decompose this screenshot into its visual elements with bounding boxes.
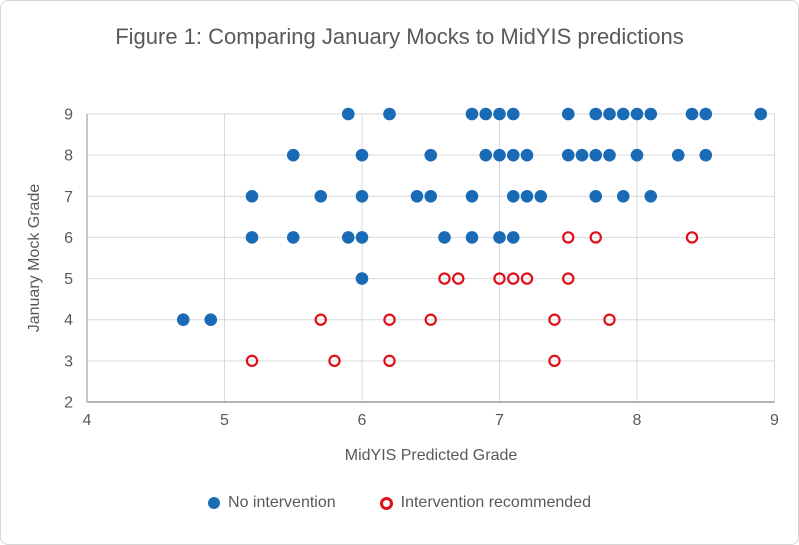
- data-point-intervention-recommended: [589, 231, 602, 244]
- data-point-no-intervention: [506, 148, 520, 162]
- open-circle-icon: [379, 496, 393, 510]
- data-point-no-intervention: [603, 148, 616, 162]
- x-tick-label: 7: [495, 412, 504, 429]
- y-tick-label: 2: [64, 395, 73, 412]
- y-tick-label: 6: [64, 230, 73, 247]
- legend: No intervention Intervention recommended: [1, 494, 798, 512]
- data-point-intervention-recommended: [328, 354, 341, 368]
- x-tick-label: 4: [83, 412, 92, 429]
- data-point-no-intervention: [754, 107, 768, 121]
- y-tick-label: 8: [64, 148, 73, 165]
- data-point-no-intervention: [644, 107, 658, 121]
- data-point-no-intervention: [438, 231, 451, 244]
- data-point-intervention-recommended: [603, 313, 616, 326]
- data-point-no-intervention: [630, 107, 644, 121]
- data-point-no-intervention: [204, 313, 218, 327]
- data-point-no-intervention: [245, 189, 259, 203]
- data-point-intervention-recommended: [520, 272, 534, 285]
- data-point-no-intervention: [561, 148, 575, 162]
- data-point-no-intervention: [493, 231, 506, 244]
- data-point-no-intervention: [616, 189, 630, 203]
- data-point-no-intervention: [424, 148, 438, 162]
- data-point-no-intervention: [493, 107, 506, 121]
- data-point-no-intervention: [176, 313, 190, 327]
- data-point-intervention-recommended: [685, 231, 699, 244]
- chart-title: Figure 1: Comparing January Mocks to Mid…: [115, 24, 684, 49]
- data-point-no-intervention: [699, 148, 713, 162]
- data-point-intervention-recommended: [383, 354, 396, 368]
- legend-item-intervention-recommended: Intervention recommended: [379, 494, 591, 512]
- data-point-intervention-recommended: [562, 231, 575, 244]
- y-tick-label: 4: [64, 312, 73, 329]
- data-point-no-intervention: [424, 189, 438, 203]
- x-tick-label: 6: [358, 412, 367, 429]
- data-point-no-intervention: [685, 107, 699, 121]
- legend-label-no-intervention: No intervention: [228, 494, 336, 511]
- data-point-no-intervention: [410, 189, 424, 203]
- y-tick-label: 9: [64, 107, 73, 124]
- data-point-intervention-recommended: [245, 354, 259, 368]
- x-tick-label: 5: [220, 412, 229, 429]
- data-point-intervention-recommended: [562, 272, 575, 285]
- data-point-no-intervention: [699, 107, 713, 121]
- x-tick-label: 9: [770, 412, 779, 429]
- data-point-intervention-recommended: [438, 272, 451, 285]
- data-point-no-intervention: [465, 231, 479, 244]
- data-point-intervention-recommended: [452, 272, 465, 285]
- legend-label-intervention-recommended: Intervention recommended: [400, 494, 591, 511]
- data-point-intervention-recommended: [548, 354, 561, 368]
- data-point-no-intervention: [479, 107, 493, 121]
- x-tick-label: 8: [633, 412, 642, 429]
- data-point-no-intervention: [520, 148, 534, 162]
- data-point-no-intervention: [534, 189, 548, 203]
- data-point-intervention-recommended: [548, 313, 561, 326]
- data-point-no-intervention: [493, 148, 506, 162]
- data-point-no-intervention: [520, 189, 534, 203]
- data-point-no-intervention: [506, 107, 520, 121]
- y-tick-label: 3: [64, 353, 73, 370]
- data-point-no-intervention: [286, 231, 300, 244]
- legend-item-no-intervention: No intervention: [208, 494, 336, 512]
- data-point-no-intervention: [671, 148, 685, 162]
- data-point-no-intervention: [355, 189, 369, 203]
- data-point-no-intervention: [341, 231, 355, 244]
- data-point-no-intervention: [245, 231, 259, 244]
- data-point-no-intervention: [644, 189, 658, 203]
- data-point-no-intervention: [589, 189, 603, 203]
- data-point-no-intervention: [589, 148, 603, 162]
- data-point-no-intervention: [355, 148, 369, 162]
- filled-circle-icon: [208, 497, 221, 509]
- data-point-no-intervention: [479, 148, 493, 162]
- data-point-intervention-recommended: [507, 272, 520, 285]
- data-point-no-intervention: [603, 107, 616, 121]
- data-point-no-intervention: [506, 231, 520, 244]
- data-point-no-intervention: [630, 148, 644, 162]
- data-point-no-intervention: [465, 189, 479, 203]
- data-point-no-intervention: [589, 107, 603, 121]
- data-point-no-intervention: [355, 272, 369, 285]
- data-point-no-intervention: [575, 148, 589, 162]
- y-axis-title: January Mock Grade: [26, 183, 43, 333]
- data-point-no-intervention: [616, 107, 630, 121]
- data-point-no-intervention: [383, 107, 396, 121]
- data-point-no-intervention: [314, 189, 328, 203]
- data-point-intervention-recommended: [314, 313, 327, 326]
- y-tick-label: 7: [64, 189, 73, 206]
- data-point-no-intervention: [355, 231, 369, 244]
- data-point-intervention-recommended: [493, 272, 506, 285]
- data-point-no-intervention: [506, 189, 520, 203]
- data-point-intervention-recommended: [424, 313, 437, 326]
- data-point-no-intervention: [465, 107, 479, 121]
- data-point-no-intervention: [561, 107, 575, 121]
- data-point-no-intervention: [341, 107, 355, 121]
- x-axis-title: MidYIS Predicted Grade: [344, 447, 518, 464]
- data-point-intervention-recommended: [383, 313, 396, 326]
- y-tick-label: 5: [64, 271, 73, 288]
- data-point-no-intervention: [286, 148, 300, 162]
